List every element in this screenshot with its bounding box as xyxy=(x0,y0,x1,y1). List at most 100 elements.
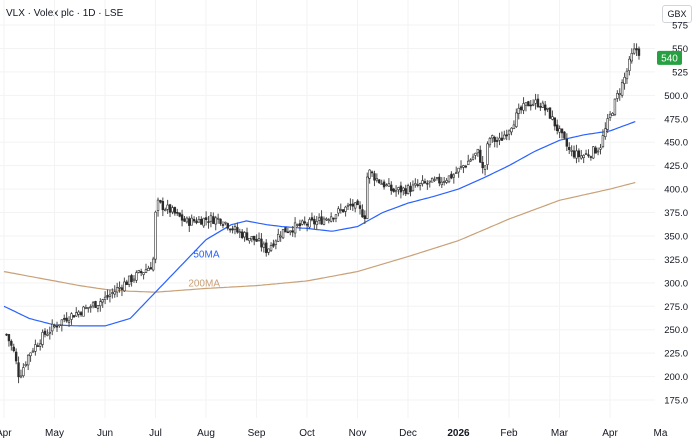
candle-body xyxy=(178,212,181,217)
candle xyxy=(36,342,39,347)
candle-body xyxy=(479,149,482,163)
candle xyxy=(435,176,439,181)
candle-body xyxy=(135,272,138,281)
candle xyxy=(226,222,229,231)
candle-body xyxy=(356,200,359,206)
candle xyxy=(46,329,49,337)
candle xyxy=(491,134,494,143)
candle-body xyxy=(305,223,309,226)
candle-body xyxy=(152,258,155,271)
candle xyxy=(536,94,540,109)
candle-body xyxy=(582,155,585,158)
candle xyxy=(601,129,605,149)
candle xyxy=(625,68,629,84)
candle xyxy=(539,102,542,111)
candle xyxy=(447,175,451,184)
candle xyxy=(378,179,381,184)
candle-body xyxy=(231,228,234,231)
candle xyxy=(7,333,11,347)
y-tick-label: 425.0 xyxy=(664,161,688,172)
candle xyxy=(332,217,335,223)
candle xyxy=(474,152,477,160)
candle-body xyxy=(267,248,270,253)
candle-body xyxy=(79,312,83,316)
candle xyxy=(173,206,177,216)
candle xyxy=(375,173,379,183)
candle xyxy=(195,217,198,225)
candle xyxy=(291,226,294,237)
candle-body xyxy=(584,153,588,155)
candle xyxy=(274,239,278,250)
candle-body xyxy=(38,343,42,347)
candle xyxy=(118,281,121,293)
candle xyxy=(426,180,429,190)
candle-body xyxy=(522,103,525,111)
candle-body xyxy=(118,286,121,289)
candle xyxy=(185,216,189,224)
candle xyxy=(120,284,124,297)
candle xyxy=(178,212,181,218)
candle-body xyxy=(416,184,419,186)
ma50-line xyxy=(3,121,636,327)
candle-body xyxy=(406,185,410,194)
candle xyxy=(26,354,30,371)
candle-body xyxy=(320,216,323,225)
candle xyxy=(632,43,636,55)
candle xyxy=(558,125,561,139)
candle-body xyxy=(346,204,350,207)
candle xyxy=(233,224,237,235)
candle xyxy=(277,228,280,242)
candle xyxy=(253,235,256,246)
candle-body xyxy=(269,245,273,251)
candle-body xyxy=(580,155,583,159)
candle xyxy=(75,307,78,317)
y-tick-label: 550 xyxy=(672,44,688,55)
candle xyxy=(464,164,468,169)
candle-body xyxy=(616,93,619,99)
candle xyxy=(363,210,367,224)
candle xyxy=(479,145,482,163)
candle-body xyxy=(245,232,249,241)
candle xyxy=(214,215,217,231)
candle-body xyxy=(34,344,37,352)
candle-body xyxy=(430,177,434,183)
candle-body xyxy=(505,134,508,137)
candle-body xyxy=(500,137,504,141)
candle-body xyxy=(632,48,636,54)
candle xyxy=(457,167,460,178)
candle xyxy=(606,113,609,134)
candle-body xyxy=(392,188,395,192)
candle xyxy=(298,219,302,231)
currency-button[interactable]: GBX xyxy=(662,5,692,23)
candle xyxy=(248,237,251,244)
candle xyxy=(510,127,513,136)
candle xyxy=(224,221,227,226)
candle-body xyxy=(67,320,71,323)
candle xyxy=(616,90,619,102)
candle-body xyxy=(221,224,225,226)
candle-body xyxy=(176,212,179,214)
candle-body xyxy=(556,124,559,131)
candle xyxy=(414,178,417,188)
candle xyxy=(486,141,489,170)
candle-body xyxy=(546,107,549,110)
candle xyxy=(188,216,191,233)
candle xyxy=(96,305,100,313)
candle xyxy=(503,130,506,140)
candle-body xyxy=(471,156,475,160)
candle-body xyxy=(250,236,254,240)
candle-body xyxy=(462,165,465,168)
candle xyxy=(613,98,617,117)
candle xyxy=(635,43,638,56)
candle-body xyxy=(483,165,487,170)
candle-body xyxy=(53,325,56,328)
candle xyxy=(58,324,61,328)
candle xyxy=(366,172,369,220)
candle xyxy=(358,201,362,215)
candle xyxy=(623,72,626,90)
candle-body xyxy=(435,177,439,179)
candle-body xyxy=(476,148,480,154)
candle xyxy=(354,202,357,213)
candle xyxy=(620,79,624,98)
